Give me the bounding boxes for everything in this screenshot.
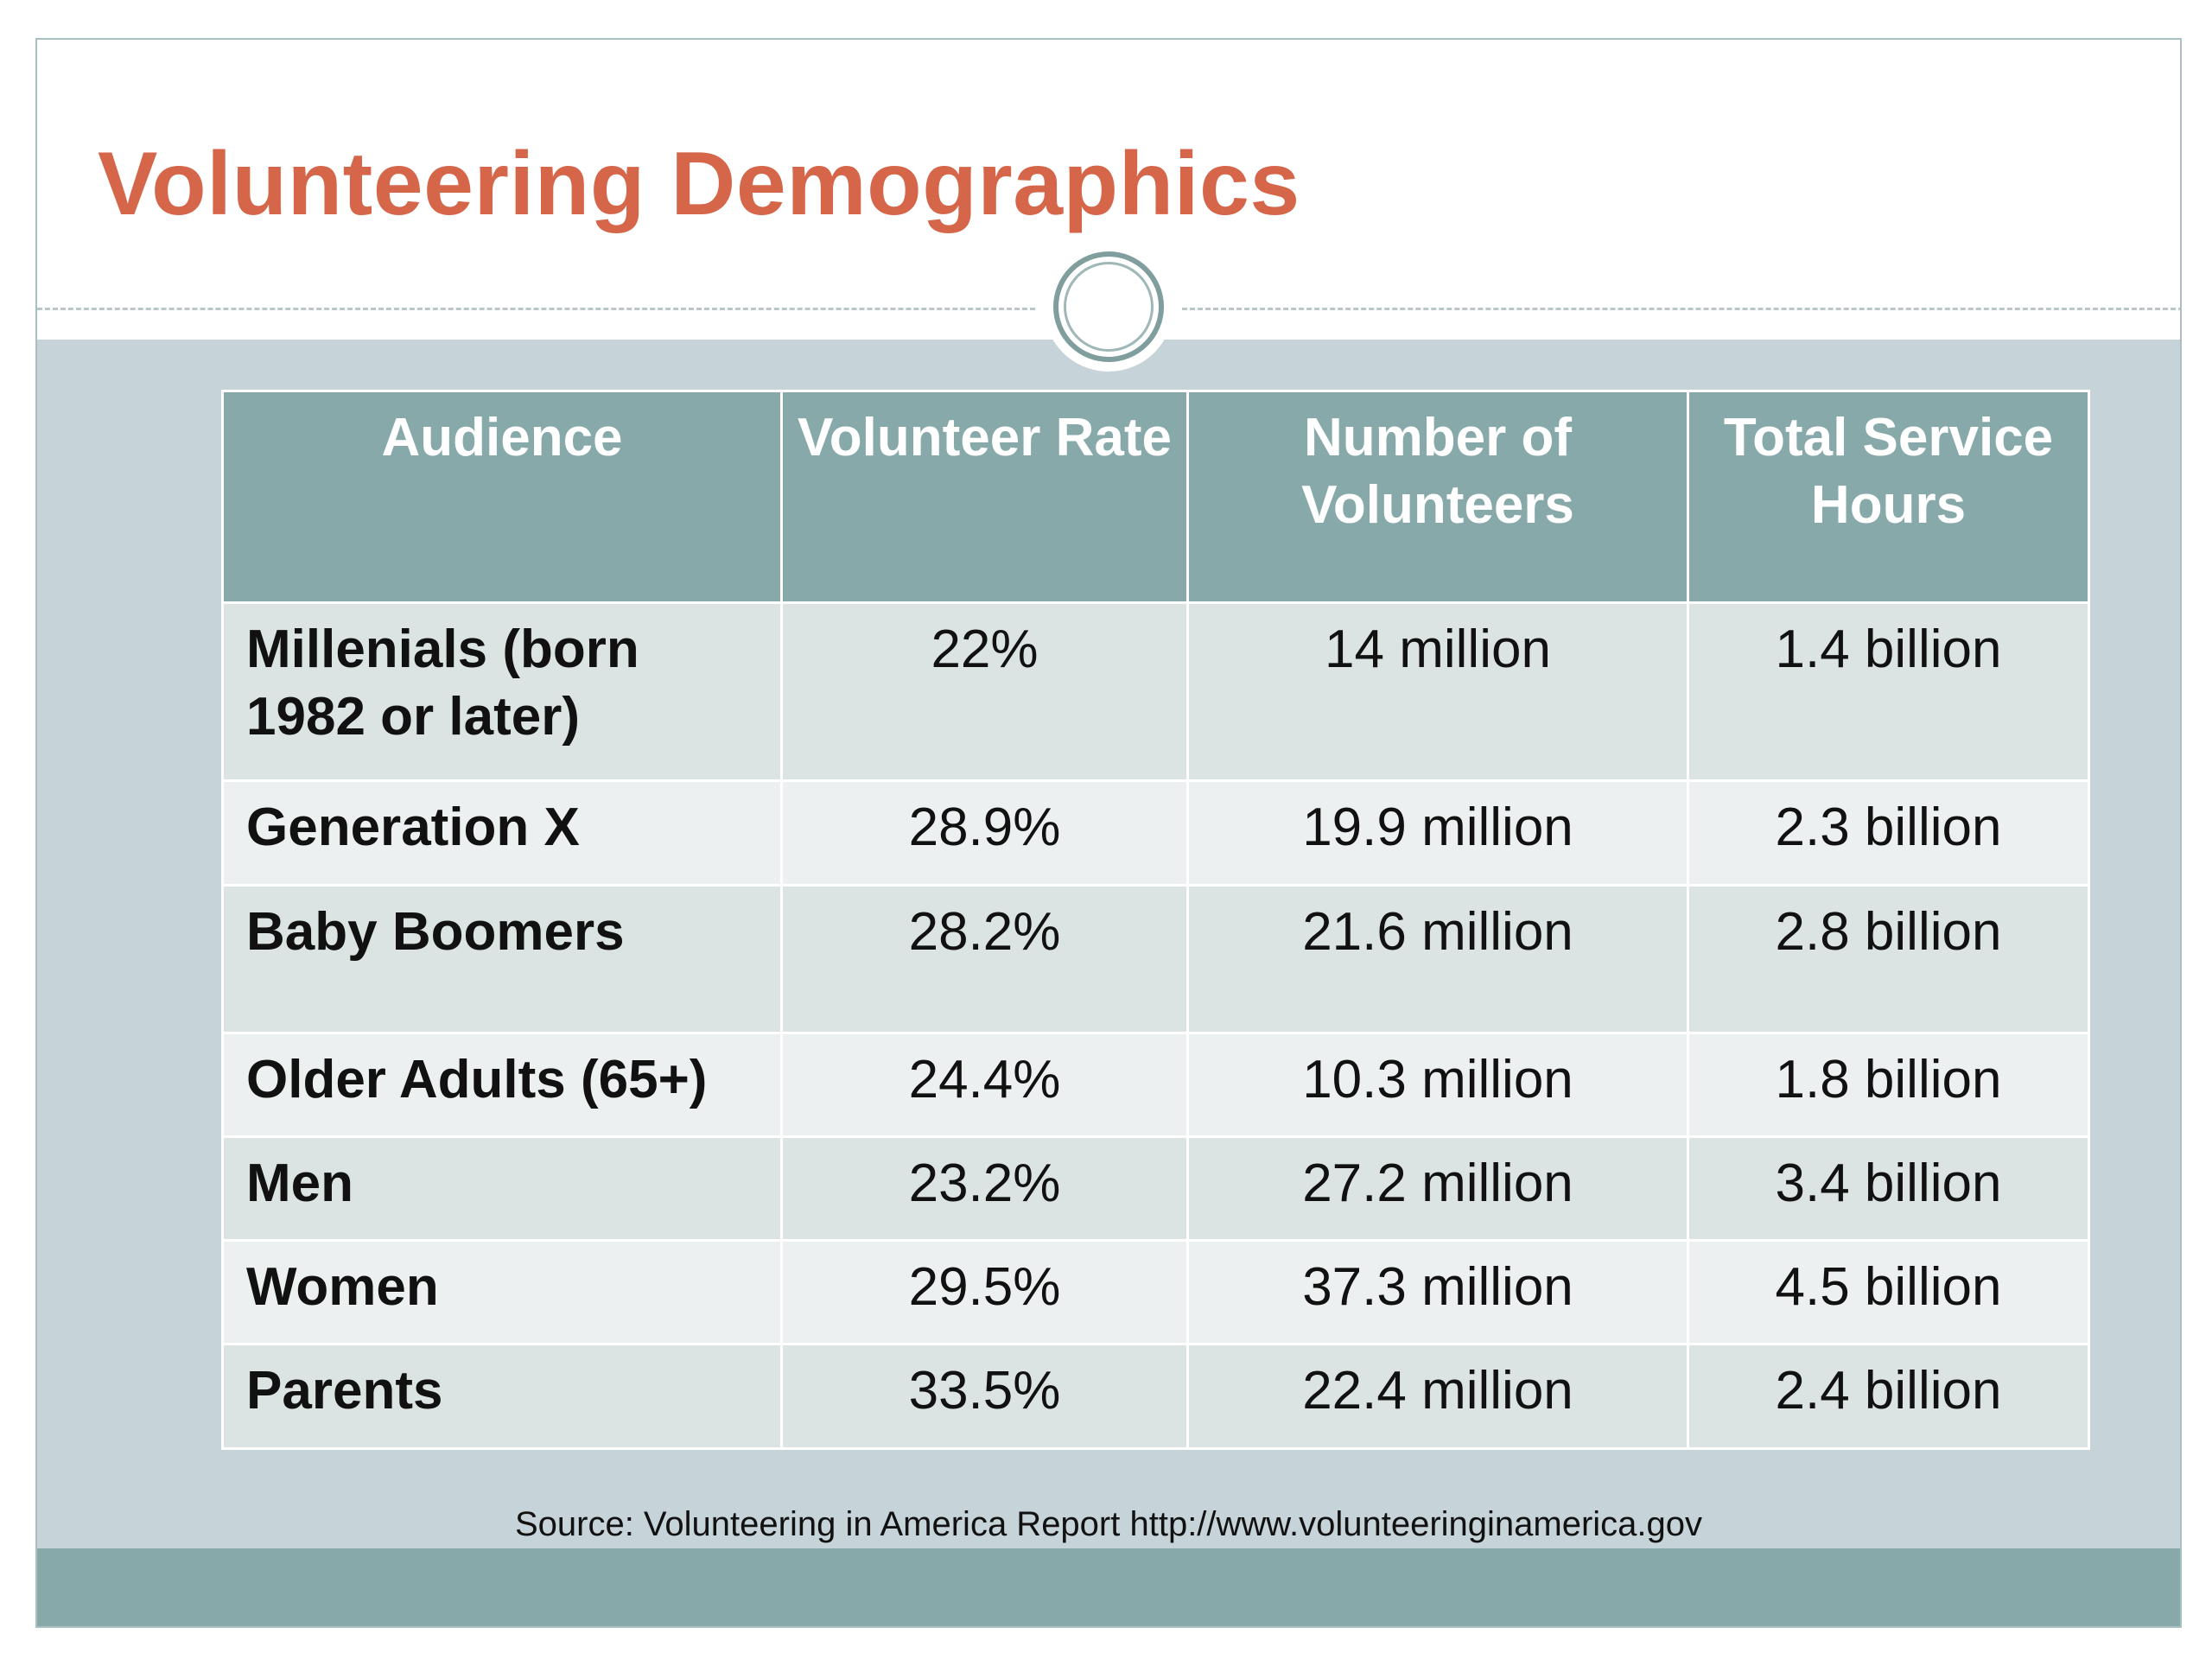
cell-rate: 24.4%	[780, 1032, 1189, 1138]
header-divider-left	[37, 308, 1035, 310]
cell-hours: 2.8 billion	[1687, 884, 2090, 1034]
header-divider-right	[1182, 308, 2180, 310]
cell-audience: Older Adults (65+)	[221, 1032, 783, 1138]
cell-hours: 2.4 billion	[1687, 1343, 2090, 1450]
header-total-service-hours: Total Service Hours	[1687, 390, 2090, 604]
page-title: Volunteering Demographics	[98, 134, 1300, 234]
cell-audience: Men	[221, 1135, 783, 1242]
table-row: Generation X 28.9% 19.9 million 2.3 bill…	[221, 779, 2090, 887]
cell-rate: 28.2%	[780, 884, 1189, 1034]
table-row: Millenials (born 1982 or later) 22% 14 m…	[221, 601, 2090, 782]
table-row: Women 29.5% 37.3 million 4.5 billion	[221, 1239, 2090, 1345]
table-row: Men 23.2% 27.2 million 3.4 billion	[221, 1135, 2090, 1242]
table-row: Parents 33.5% 22.4 million 2.4 billion	[221, 1343, 2090, 1450]
footer-band	[37, 1548, 2180, 1626]
header-volunteer-rate: Volunteer Rate	[780, 390, 1189, 604]
cell-hours: 1.8 billion	[1687, 1032, 2090, 1138]
cell-hours: 2.3 billion	[1687, 779, 2090, 887]
cell-rate: 29.5%	[780, 1239, 1189, 1345]
table-row: Older Adults (65+) 24.4% 10.3 million 1.…	[221, 1032, 2090, 1138]
circle-ornament-icon	[1044, 242, 1173, 372]
table-row: Baby Boomers 28.2% 21.6 million 2.8 bill…	[221, 884, 2090, 1034]
cell-rate: 33.5%	[780, 1343, 1189, 1450]
cell-rate: 22%	[780, 601, 1189, 782]
cell-volunteers: 27.2 million	[1186, 1135, 1689, 1242]
cell-audience: Millenials (born 1982 or later)	[221, 601, 783, 782]
cell-hours: 1.4 billion	[1687, 601, 2090, 782]
header-number-of-volunteers: Number of Volunteers	[1186, 390, 1689, 604]
table-header-row: Audience Volunteer Rate Number of Volunt…	[221, 390, 2090, 604]
cell-rate: 23.2%	[780, 1135, 1189, 1242]
header-audience: Audience	[221, 390, 783, 604]
cell-audience: Parents	[221, 1343, 783, 1450]
cell-volunteers: 21.6 million	[1186, 884, 1689, 1034]
cell-hours: 3.4 billion	[1687, 1135, 2090, 1242]
slide: Volunteering Demographics Audience Volun…	[35, 38, 2182, 1628]
cell-audience: Women	[221, 1239, 783, 1345]
cell-rate: 28.9%	[780, 779, 1189, 887]
cell-volunteers: 10.3 million	[1186, 1032, 1689, 1138]
cell-volunteers: 22.4 million	[1186, 1343, 1689, 1450]
source-caption: Source: Volunteering in America Report h…	[514, 1505, 1703, 1543]
cell-volunteers: 37.3 million	[1186, 1239, 1689, 1345]
cell-hours: 4.5 billion	[1687, 1239, 2090, 1345]
cell-volunteers: 14 million	[1186, 601, 1689, 782]
cell-audience: Generation X	[221, 779, 783, 887]
demographics-table: Audience Volunteer Rate Number of Volunt…	[221, 390, 2090, 1450]
cell-audience: Baby Boomers	[221, 884, 783, 1034]
cell-volunteers: 19.9 million	[1186, 779, 1689, 887]
